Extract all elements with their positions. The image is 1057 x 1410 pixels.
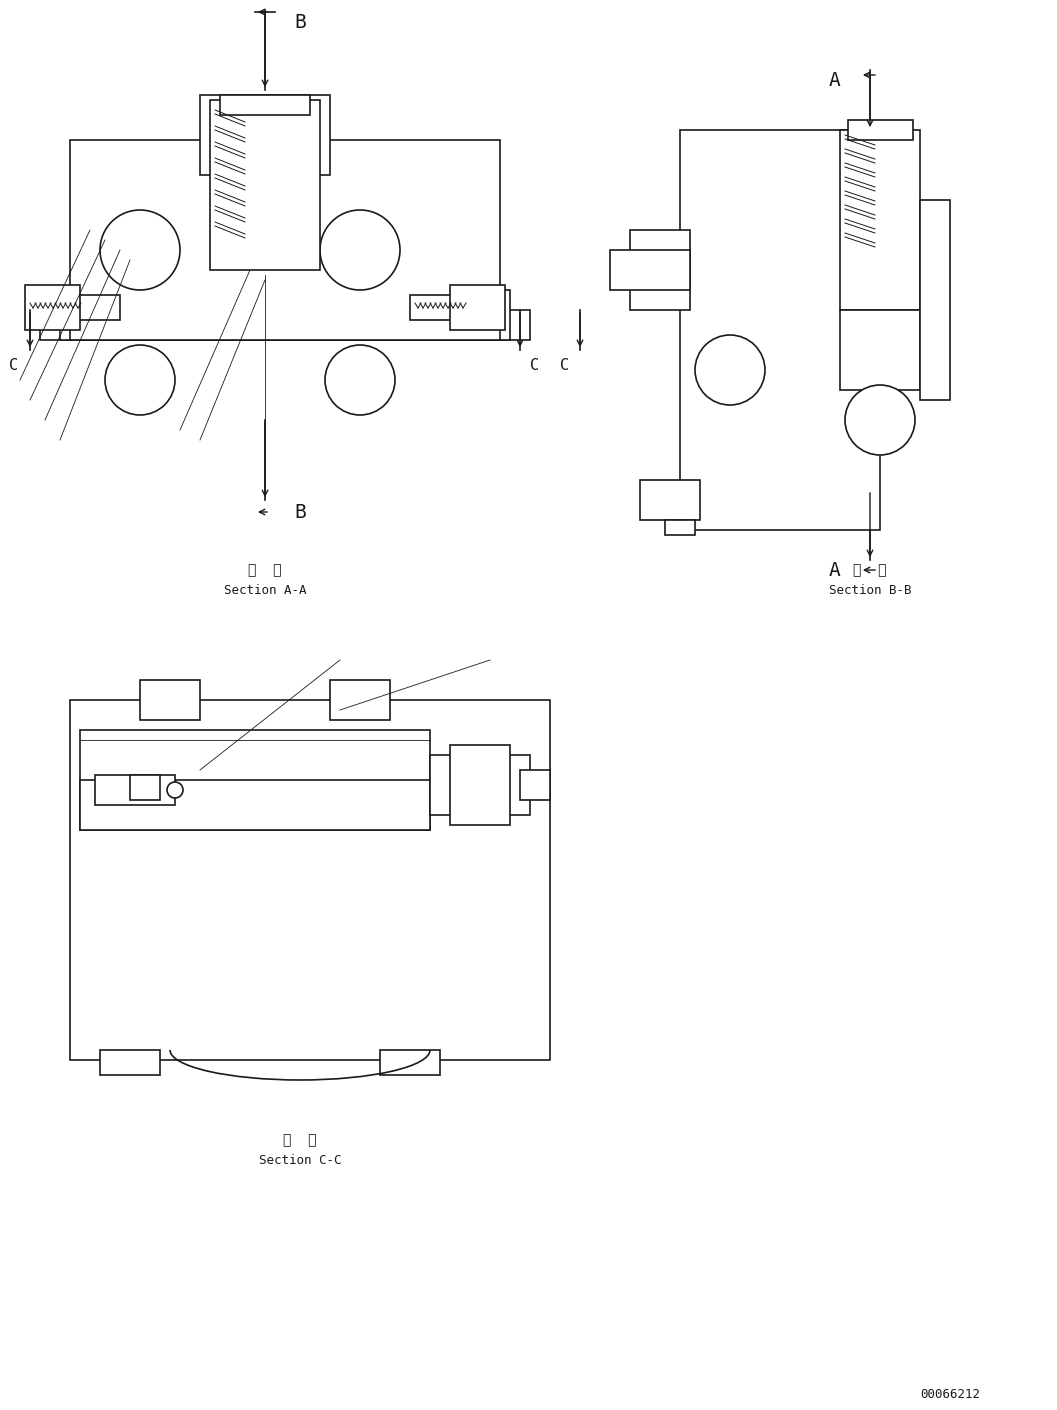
Circle shape xyxy=(696,336,765,405)
Bar xyxy=(70,140,500,340)
Text: C: C xyxy=(531,358,539,372)
Bar xyxy=(381,1050,440,1074)
Text: C: C xyxy=(10,358,19,372)
Bar xyxy=(639,479,700,520)
Bar xyxy=(80,780,430,830)
Bar xyxy=(410,295,490,320)
Bar xyxy=(630,230,690,310)
Bar xyxy=(450,285,505,330)
Bar xyxy=(140,680,200,721)
Bar xyxy=(840,310,920,391)
Bar xyxy=(330,680,390,721)
Bar xyxy=(80,730,430,830)
Circle shape xyxy=(100,210,180,290)
Bar xyxy=(220,94,310,116)
Circle shape xyxy=(167,783,183,798)
Bar xyxy=(60,290,509,340)
Bar xyxy=(665,520,696,534)
Bar xyxy=(210,100,320,269)
Text: Section A-A: Section A-A xyxy=(224,584,307,596)
Bar xyxy=(40,295,120,320)
Bar xyxy=(95,776,175,805)
Bar xyxy=(430,754,530,815)
Text: 断  面: 断 面 xyxy=(248,563,282,577)
Text: A: A xyxy=(829,561,841,580)
Circle shape xyxy=(845,385,915,455)
Circle shape xyxy=(105,345,175,415)
Bar xyxy=(200,94,330,175)
Text: Section C-C: Section C-C xyxy=(259,1153,341,1166)
Bar xyxy=(520,770,550,799)
Bar xyxy=(100,1050,160,1074)
Bar xyxy=(848,120,913,140)
Bar xyxy=(130,776,160,799)
Text: 断  面: 断 面 xyxy=(853,563,887,577)
Circle shape xyxy=(320,210,400,290)
Bar xyxy=(450,744,509,825)
Text: A: A xyxy=(829,70,841,89)
Text: C: C xyxy=(560,358,570,372)
Bar xyxy=(40,310,530,340)
Text: 断  面: 断 面 xyxy=(283,1134,317,1146)
Text: B: B xyxy=(294,502,305,522)
Circle shape xyxy=(324,345,395,415)
Text: 00066212: 00066212 xyxy=(920,1389,980,1402)
Bar xyxy=(610,250,690,290)
Bar xyxy=(920,200,950,400)
Polygon shape xyxy=(85,776,95,805)
Text: Section B-B: Section B-B xyxy=(829,584,911,596)
Bar xyxy=(680,130,880,530)
Bar xyxy=(25,285,80,330)
Text: B: B xyxy=(294,13,305,31)
Bar xyxy=(840,130,920,310)
Bar xyxy=(70,699,550,1060)
